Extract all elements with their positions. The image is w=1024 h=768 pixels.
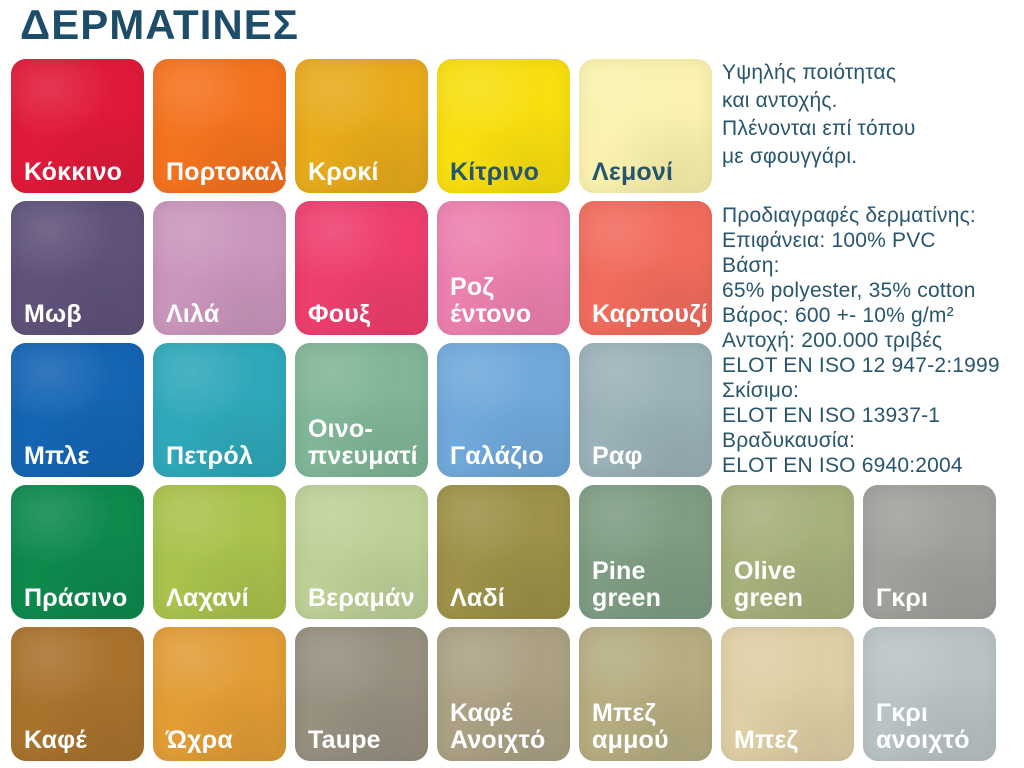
swatch-kroki: Κροκί	[295, 59, 428, 193]
swatch-label-bez-ammou: Μπεζ αμμού	[592, 699, 669, 754]
swatch-label-lila: Λιλά	[166, 300, 220, 328]
swatch-kafe-anoixto: Καφέ Ανοιχτό	[437, 627, 570, 761]
page-title: ΔΕΡΜΑΤΙΝΕΣ	[20, 1, 299, 48]
swatch-label-prasino: Πράσινο	[24, 584, 128, 612]
swatch-label-lemoni: Λεμονί	[592, 158, 674, 186]
specs-line: ELOT EN ISO 6940:2004	[722, 454, 963, 477]
swatch-oinopnevmati: Οινο- πνευματί	[295, 343, 428, 477]
swatch-label-raf: Ραφ	[592, 442, 643, 470]
swatch-laxani: Λαχανί	[153, 485, 286, 619]
swatch-label-ladi: Λαδί	[450, 584, 505, 612]
swatch-raf: Ραφ	[579, 343, 712, 477]
swatch-ladi: Λαδί	[437, 485, 570, 619]
swatch-label-laxani: Λαχανί	[166, 584, 249, 612]
swatch-grid: Κόκκινο Πορτοκαλί Κροκί Κίτρινο Λεμονί Μωβ Λιλ…	[11, 59, 996, 761]
specs-line: 65% polyester, 35% cotton	[722, 279, 976, 302]
swatch-kokkino: Κόκκινο	[11, 59, 144, 193]
swatch-taupe: Taupe	[295, 627, 428, 761]
swatch-prasino: Πράσινο	[11, 485, 144, 619]
intro-text: Υψηλής ποιότητας και αντοχής. Πλένονται επ…	[722, 59, 916, 171]
swatch-label-foux: Φουξ	[308, 300, 371, 328]
swatch-petrol: Πετρόλ	[153, 343, 286, 477]
swatch-label-gkri: Γκρι	[876, 584, 929, 612]
swatch-label-kafe: Καφέ	[24, 726, 87, 754]
specs-line: Βραδυκαυσία:	[722, 429, 856, 452]
swatch-foux: Φουξ	[295, 201, 428, 335]
swatch-label-kitrino: Κίτρινο	[450, 158, 540, 186]
specs-text: Προδιαγραφές δερματίνης: Επιφάνεια: 100% …	[722, 203, 1000, 478]
specs-line: Βάρος: 600 +- 10% g/m²	[722, 304, 954, 327]
swatch-label-petrol: Πετρόλ	[166, 442, 253, 470]
swatch-mov: Μωβ	[11, 201, 144, 335]
intro-line: Πλένονται επί τόπου	[722, 117, 916, 140]
swatch-portokali: Πορτοκαλί	[153, 59, 291, 193]
swatch-kafe: Καφέ	[11, 627, 144, 761]
swatch-galazio: Γαλάζιο	[437, 343, 570, 477]
swatch-roz-entono: Ροζ έντονο	[437, 201, 570, 335]
intro-line: και αντοχής.	[722, 89, 838, 112]
swatch-label-bez: Μπεζ	[734, 726, 799, 754]
specs-line: Επιφάνεια: 100% PVC	[722, 229, 936, 252]
swatch-label-roz-entono: Ροζ έντονο	[450, 273, 532, 328]
swatch-kitrino: Κίτρινο	[437, 59, 570, 193]
swatch-label-kokkino: Κόκκινο	[24, 158, 123, 186]
swatch-lila: Λιλά	[153, 201, 286, 335]
swatch-label-karpouzi: Καρπουζί	[592, 300, 708, 328]
swatch-olive-green: Olive green	[721, 485, 854, 619]
specs-line: ELOT EN ISO 12 947-2:1999	[722, 354, 1000, 377]
swatch-label-pine-green: Pine green	[592, 557, 662, 612]
swatch-pine-green: Pine green	[579, 485, 712, 619]
swatch-label-kafe-anoixto: Καφέ Ανοιχτό	[450, 699, 546, 754]
swatch-label-kroki: Κροκί	[308, 158, 379, 186]
swatch-label-mov: Μωβ	[24, 300, 82, 328]
specs-line: Προδιαγραφές δερματίνης:	[722, 204, 976, 227]
swatch-veraman: Βεραμάν	[295, 485, 428, 619]
swatch-karpouzi: Καρπουζί	[579, 201, 712, 335]
swatch-label-taupe: Taupe	[308, 726, 381, 754]
swatch-ble: Μπλε	[11, 343, 144, 477]
specs-line: Σκίσιμο:	[722, 379, 799, 402]
swatch-label-olive-green: Olive green	[734, 557, 804, 612]
swatch-label-ble: Μπλε	[24, 442, 90, 470]
swatch-bez-ammou: Μπεζ αμμού	[579, 627, 712, 761]
swatch-label-gkri-anoixto: Γκρι ανοιχτό	[876, 699, 970, 754]
intro-line: με σφουγγάρι.	[722, 145, 858, 168]
swatch-label-galazio: Γαλάζιο	[450, 442, 544, 470]
swatch-gkri-anoixto: Γκρι ανοιχτό	[863, 627, 996, 761]
swatch-label-oxra: Ώχρα	[166, 726, 233, 754]
intro-line: Υψηλής ποιότητας	[722, 61, 897, 84]
swatch-bez: Μπεζ	[721, 627, 854, 761]
specs-line: ELOT EN ISO 13937-1	[722, 404, 941, 427]
specs-line: Αντοχή: 200.000 τριβές	[722, 329, 943, 352]
specs-line: Βάση:	[722, 254, 780, 277]
swatch-label-portokali: Πορτοκαλί	[166, 158, 291, 186]
swatch-label-veraman: Βεραμάν	[308, 584, 415, 612]
swatch-lemoni: Λεμονί	[579, 59, 712, 193]
swatch-label-oinopnevmati: Οινο- πνευματί	[308, 415, 418, 470]
swatch-oxra: Ώχρα	[153, 627, 286, 761]
swatch-gkri: Γκρι	[863, 485, 996, 619]
